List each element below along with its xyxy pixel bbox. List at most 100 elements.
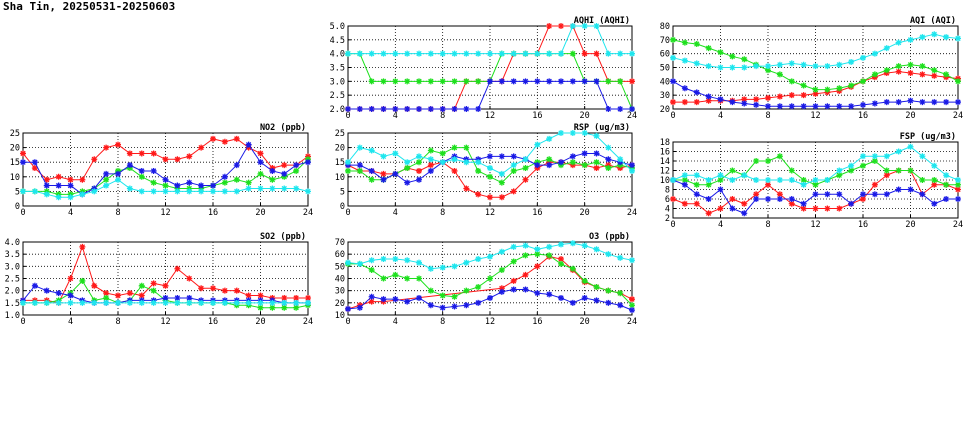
- data-point-green: [487, 173, 493, 180]
- data-point-blue: [883, 191, 890, 198]
- data-point-cyan: [581, 23, 588, 29]
- data-point-blue: [31, 282, 38, 289]
- data-point-blue: [305, 159, 311, 166]
- x-tick-label: 12: [485, 208, 495, 218]
- data-point-red: [233, 287, 240, 294]
- data-point-green: [753, 158, 760, 164]
- data-point-cyan: [31, 188, 38, 195]
- data-point-green: [558, 260, 564, 267]
- data-point-blue: [919, 99, 926, 106]
- data-point-blue: [581, 150, 588, 157]
- data-point-green: [439, 78, 446, 85]
- data-point-red: [198, 285, 205, 292]
- data-point-green: [221, 179, 228, 186]
- data-point-blue: [498, 288, 505, 295]
- data-point-cyan: [463, 159, 470, 166]
- data-point-blue: [558, 159, 564, 166]
- data-point-red: [558, 256, 564, 263]
- x-tick-label: 8: [765, 111, 770, 121]
- data-point-cyan: [824, 177, 831, 183]
- data-point-green: [729, 167, 736, 174]
- data-point-red: [510, 188, 517, 195]
- data-point-green: [522, 165, 529, 172]
- data-point-blue: [416, 176, 422, 183]
- data-point-red: [257, 150, 264, 157]
- data-point-blue: [729, 205, 736, 212]
- data-point-cyan: [55, 194, 62, 201]
- data-point-red: [741, 96, 748, 103]
- data-point-green: [162, 182, 169, 189]
- y-tick-label: 2: [665, 214, 670, 224]
- data-point-red: [103, 144, 110, 151]
- data-point-blue: [693, 89, 700, 96]
- data-point-blue: [510, 78, 517, 85]
- data-point-green: [629, 302, 635, 309]
- data-point-blue: [380, 176, 387, 183]
- data-point-cyan: [404, 257, 411, 264]
- data-point-green: [534, 251, 541, 258]
- data-point-red: [174, 265, 181, 272]
- data-point-green: [475, 78, 482, 85]
- data-point-cyan: [765, 63, 771, 70]
- data-point-red: [907, 70, 914, 77]
- data-point-blue: [67, 182, 74, 189]
- y-tick-label: 2.5: [330, 91, 345, 101]
- data-point-blue: [345, 106, 351, 112]
- y-tick-label: 0: [15, 202, 20, 212]
- x-tick-label: 24: [627, 111, 637, 121]
- data-point-cyan: [800, 181, 807, 188]
- y-tick-label: 5: [340, 187, 345, 197]
- data-point-red: [812, 205, 819, 212]
- data-point-cyan: [20, 188, 26, 195]
- y-tick-label: 20: [335, 144, 345, 154]
- data-point-red: [210, 285, 216, 292]
- data-point-blue: [439, 304, 446, 311]
- data-point-cyan: [487, 253, 493, 260]
- data-point-blue: [43, 287, 50, 294]
- data-point-cyan: [451, 156, 458, 163]
- data-point-red: [427, 162, 434, 169]
- data-point-green: [257, 170, 264, 177]
- data-point-red: [931, 181, 938, 188]
- data-point-green: [705, 181, 712, 188]
- data-point-cyan: [522, 50, 529, 57]
- x-tick-label: 8: [440, 208, 445, 218]
- data-point-green: [848, 82, 855, 89]
- data-point-green: [776, 153, 783, 160]
- data-point-green: [427, 78, 434, 85]
- data-point-cyan: [138, 188, 145, 195]
- x-tick-label: 24: [627, 208, 637, 218]
- data-point-red: [67, 275, 74, 282]
- x-tick-label: 0: [345, 317, 350, 327]
- data-point-blue: [776, 103, 783, 110]
- data-point-cyan: [368, 50, 375, 57]
- data-point-green: [693, 181, 700, 188]
- x-tick-label: 4: [718, 220, 723, 230]
- data-point-cyan: [605, 144, 612, 151]
- data-point-green: [245, 179, 252, 186]
- data-point-cyan: [593, 246, 600, 253]
- data-point-blue: [451, 303, 458, 310]
- data-point-cyan: [729, 64, 736, 71]
- data-point-cyan: [546, 50, 553, 57]
- data-point-cyan: [345, 259, 351, 266]
- chart-title: NO2 (ppb): [260, 123, 306, 133]
- data-point-red: [765, 94, 771, 101]
- data-point-blue: [115, 170, 121, 177]
- data-point-green: [907, 167, 914, 174]
- data-point-green: [593, 284, 600, 291]
- data-point-red: [43, 176, 50, 183]
- data-point-green: [416, 275, 422, 282]
- data-point-blue: [860, 101, 866, 108]
- y-tick-label: 25: [10, 129, 20, 139]
- data-point-green: [404, 275, 411, 282]
- data-point-blue: [174, 294, 181, 301]
- data-point-blue: [717, 96, 724, 103]
- data-point-blue: [919, 191, 926, 198]
- data-point-blue: [356, 304, 363, 311]
- data-point-red: [629, 296, 635, 303]
- data-point-cyan: [558, 130, 564, 136]
- data-point-green: [150, 179, 157, 186]
- data-point-green: [670, 36, 676, 43]
- data-point-cyan: [836, 61, 843, 68]
